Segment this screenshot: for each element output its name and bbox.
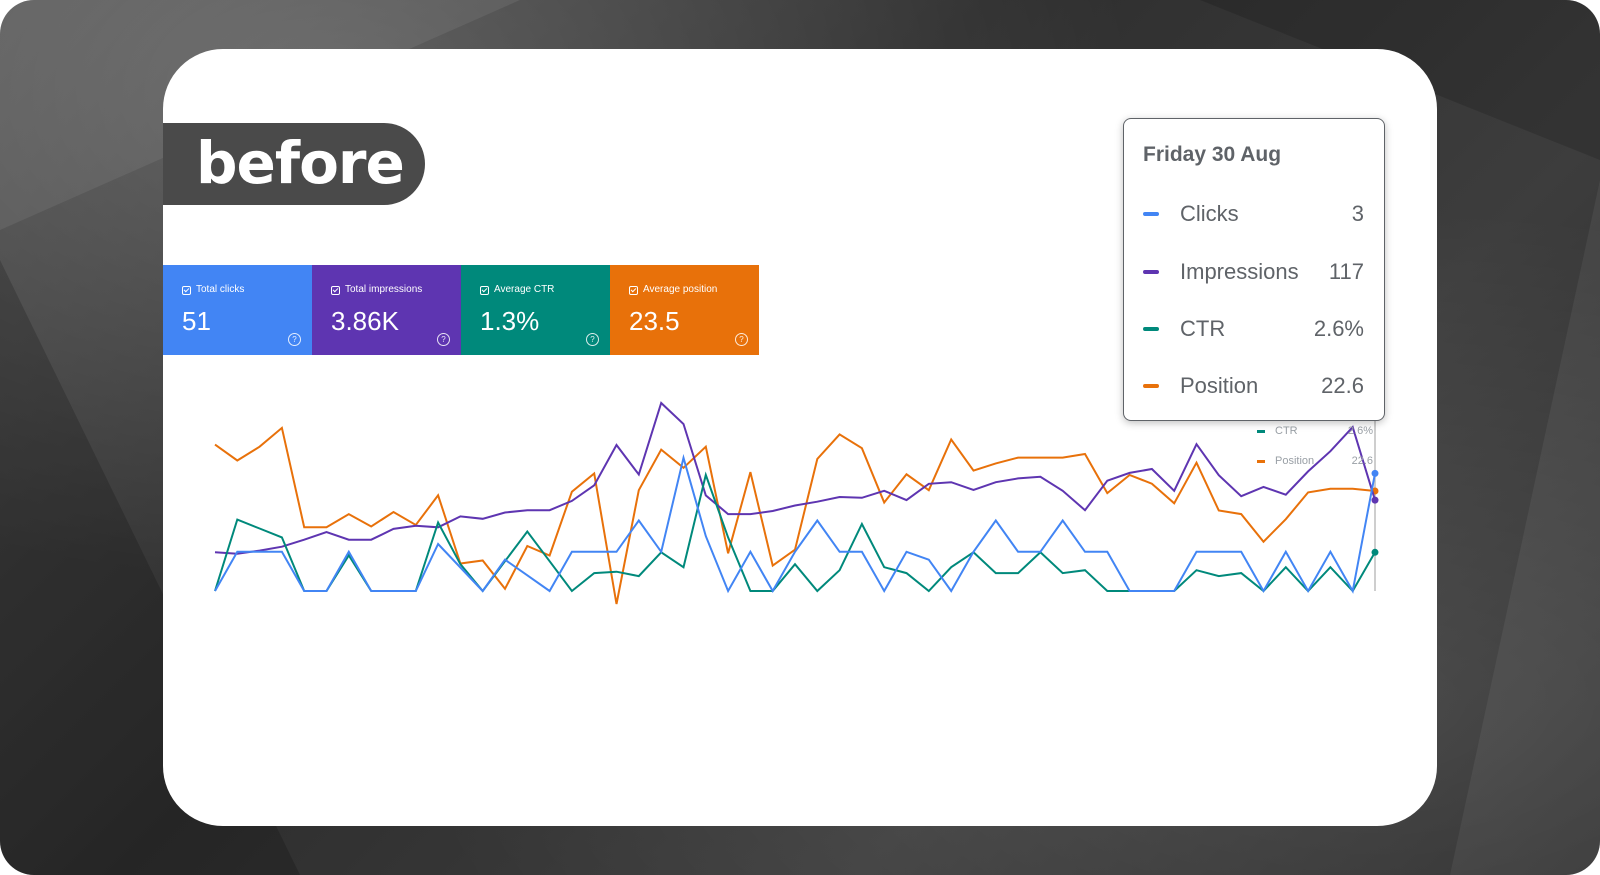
point-impressions — [1371, 496, 1379, 504]
performance-line-chart — [214, 379, 1379, 605]
metric-label: Total impressions — [345, 284, 423, 295]
before-label: before — [196, 129, 405, 197]
metric-tiles: Total clicks 51? Total impressions 3.86K? Av… — [163, 265, 759, 355]
checkbox-icon[interactable] — [331, 286, 340, 295]
tooltip-series-name: Position — [1180, 373, 1259, 398]
ghost-series-value: 22.6 — [1351, 455, 1373, 467]
metric-tile-impressions[interactable]: Total impressions 3.86K? — [312, 265, 461, 355]
chart-card: before Total clicks 51? Total impressions 3… — [163, 49, 1437, 826]
tooltip-row-clicks: Clicks 3 — [1143, 199, 1364, 229]
series-line-clicks — [214, 453, 1376, 594]
series-swatch — [1257, 459, 1265, 463]
series-swatch — [1257, 429, 1265, 433]
before-badge: before — [163, 123, 425, 205]
series-swatch — [1143, 384, 1159, 388]
series-line-ctr — [214, 471, 1376, 593]
metric-value: 1.3% — [480, 306, 540, 336]
metric-value: 51 — [182, 306, 211, 336]
help-icon[interactable]: ? — [437, 333, 450, 346]
help-icon[interactable]: ? — [586, 333, 599, 346]
checkbox-icon[interactable] — [629, 286, 638, 295]
tooltip-series-name: CTR — [1180, 316, 1226, 341]
help-icon[interactable]: ? — [288, 333, 301, 346]
tooltip-series-value: 117 — [1328, 259, 1364, 284]
tooltip-series-value: 3 — [1351, 201, 1364, 226]
tooltip-row-ctr: CTR 2.6% — [1143, 314, 1364, 344]
tooltip-row-position: Position 22.6 — [1143, 371, 1364, 401]
metric-tile-ctr[interactable]: Average CTR 1.3%? — [461, 265, 610, 355]
ghost-series-name: CTR — [1275, 425, 1298, 437]
checkbox-icon[interactable] — [182, 286, 191, 295]
series-swatch — [1143, 212, 1159, 216]
metric-tile-clicks[interactable]: Total clicks 51? — [163, 265, 312, 355]
ghost-series-value: 2.6% — [1347, 425, 1373, 437]
tooltip-series-name: Impressions — [1180, 259, 1299, 284]
series-swatch — [1143, 327, 1159, 331]
series-line-position — [214, 426, 1376, 605]
help-icon[interactable]: ? — [735, 333, 748, 346]
ghost-tooltip: CTR 2.6% Position 22.6 — [1243, 411, 1393, 501]
tooltip-row-impressions: Impressions 117 — [1143, 257, 1364, 287]
series-line-impressions — [214, 401, 1376, 555]
metric-value: 3.86K — [331, 306, 399, 336]
tooltip-series-name: Clicks — [1180, 201, 1239, 226]
metric-tile-position[interactable]: Average position 23.5? — [610, 265, 759, 355]
tooltip-date: Friday 30 Aug — [1143, 143, 1282, 166]
hover-tooltip: Friday 30 Aug Clicks 3 Impressions 117 CTR 2.… — [1123, 118, 1385, 421]
checkbox-icon[interactable] — [480, 286, 489, 295]
ghost-series-name: Position — [1275, 455, 1315, 467]
metric-label: Average position — [643, 284, 718, 295]
metric-label: Average CTR — [494, 284, 555, 295]
ghost-row-ctr: CTR 2.6% — [1257, 425, 1373, 437]
series-swatch — [1143, 270, 1159, 274]
point-clicks — [1371, 469, 1379, 477]
tooltip-series-value: 2.6% — [1313, 316, 1364, 341]
metric-label: Total clicks — [196, 284, 245, 295]
tooltip-series-value: 22.6 — [1321, 373, 1364, 398]
point-ctr — [1371, 548, 1379, 556]
metric-value: 23.5 — [629, 306, 680, 336]
ghost-row-position: Position 22.6 — [1257, 455, 1373, 467]
